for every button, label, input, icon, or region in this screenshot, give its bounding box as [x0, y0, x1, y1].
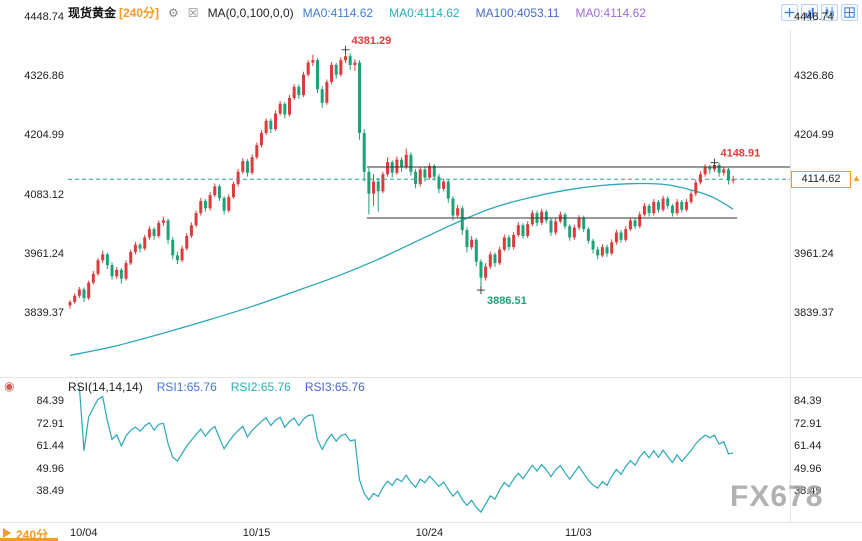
chart-toolbar	[781, 4, 858, 21]
bar-chart-icon[interactable]	[801, 4, 818, 21]
axis-tick: 38.49	[36, 485, 64, 497]
axis-tick: 49.96	[794, 462, 822, 475]
crosshair-tool-icon[interactable]	[781, 4, 798, 21]
axis-tick: 4083.12	[24, 188, 64, 201]
rsi-line	[78, 386, 734, 514]
price-annotation: 3886.51	[487, 295, 527, 307]
axis-tick: 3839.37	[24, 307, 64, 319]
axis-tick: 4204.99	[794, 129, 834, 142]
period-marker-icon	[3, 528, 11, 538]
axis-tick: 3961.24	[794, 247, 834, 260]
ma-group-label: MA(0,0,100,0,0)	[207, 5, 294, 20]
candlestick-chart-icon[interactable]	[821, 4, 838, 21]
rsi-label: RSI(14,14,14)	[68, 380, 143, 394]
axis-divider	[790, 30, 791, 522]
axis-tick: 49.96	[36, 462, 64, 475]
ma-readout: MA100:4053.11	[475, 5, 560, 20]
axis-tick: 84.39	[794, 395, 822, 407]
settings-gear-icon[interactable]: ⚙	[168, 5, 179, 20]
axis-tick: 4448.74	[794, 11, 834, 23]
axis-tick: 4326.86	[24, 70, 64, 83]
axis-tick: 4326.86	[794, 70, 834, 83]
rsi-readouts: RSI1:65.76 RSI2:65.76 RSI3:65.76	[157, 380, 365, 394]
chart-header: 现货黄金 [240分] ⚙ ☒ MA(0,0,100,0,0) MA0:4114…	[68, 4, 646, 21]
date-label: 10/24	[415, 527, 444, 539]
grid-panes-icon[interactable]	[841, 4, 858, 21]
axis-tick: 4448.74	[24, 11, 64, 23]
axis-tick: 61.44	[36, 440, 64, 452]
price-up-arrow-icon: ▲	[852, 173, 861, 184]
price-annotation: 4381.29	[352, 35, 392, 47]
price-annotation: 4148.91	[720, 148, 760, 160]
axis-tick: 72.91	[36, 417, 64, 430]
axis-tick: 61.44	[794, 440, 822, 452]
period-selector[interactable]: 240分	[16, 528, 49, 541]
rsi-readout: RSI2:65.76	[230, 380, 291, 394]
rsi-readout: RSI1:65.76	[156, 380, 217, 394]
date-label: 10/04	[70, 527, 98, 539]
price-marker-cross	[341, 45, 350, 54]
watermark: FX678	[730, 480, 824, 513]
indicator-settings-icon[interactable]: ◉	[4, 379, 15, 393]
rsi-readout: RSI3:65.76	[304, 380, 365, 394]
axis-tick: 4204.99	[24, 129, 64, 142]
price-marker-cross	[476, 286, 485, 295]
ma-readout: MA0:4114.62	[575, 5, 646, 20]
ma100-line	[69, 182, 734, 357]
ma-toggle-icon[interactable]: ☒	[187, 5, 199, 20]
period-underline	[0, 538, 58, 541]
last-price-tag: 4114.62	[791, 171, 851, 189]
axis-tick: 72.91	[794, 417, 822, 430]
date-label: 11/03	[565, 527, 592, 539]
axis-tick: 38.49	[794, 485, 822, 497]
date-label: 10/15	[242, 527, 271, 539]
rsi-header: RSI(14,14,14) RSI1:65.76 RSI2:65.76 RSI3:6…	[68, 380, 365, 394]
symbol-name: 现货黄金	[68, 6, 117, 20]
axis-tick: 3961.24	[24, 247, 64, 260]
axis-tick: 3839.37	[794, 307, 834, 319]
ma-readouts: MA0:4114.62 MA0:4114.62 MA100:4053.11 MA0:4…	[303, 6, 646, 20]
price-marker-cross	[710, 158, 719, 167]
candles	[68, 49, 735, 309]
ma-readout: MA0:4114.62	[302, 5, 374, 20]
date-bar-separator	[0, 522, 862, 523]
ma-readout: MA0:4114.62	[389, 5, 460, 20]
period-label[interactable]: [240分]	[119, 6, 160, 20]
panel-separator	[0, 377, 862, 378]
axis-tick: 84.39	[36, 395, 64, 407]
